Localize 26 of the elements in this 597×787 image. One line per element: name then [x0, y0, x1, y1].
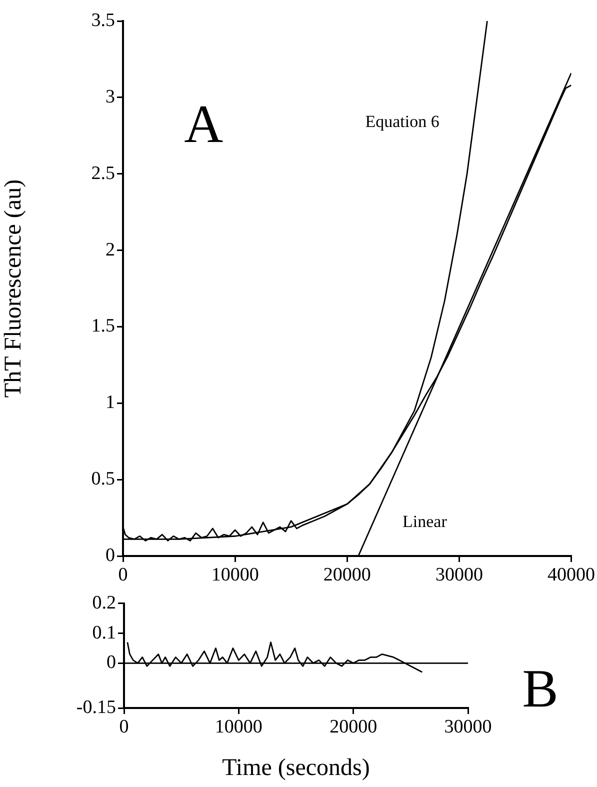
x-tick-label: 10000: [214, 716, 262, 738]
y-tick-label: 1.5: [91, 316, 115, 337]
x-tick-label: 40000: [548, 564, 595, 586]
x-tick-label: 20000: [330, 716, 378, 738]
y-tick-label: 1: [106, 392, 115, 414]
y-tick-label: 0.5: [91, 468, 115, 490]
annotation: Linear: [402, 512, 448, 531]
x-axis-title: Time (seconds): [222, 754, 370, 781]
x-tick-label: 30000: [435, 564, 483, 586]
y-tick-label: 0: [106, 652, 116, 674]
y-tick-label: 3.5: [91, 10, 115, 31]
y-tick-label: 0: [106, 544, 115, 566]
y-tick-label: 0.1: [92, 622, 116, 644]
y-tick-label: 2: [106, 239, 115, 260]
annotation: Equation 6: [365, 112, 440, 132]
y-tick-label: 2.5: [91, 162, 115, 184]
x-tick-label: 0: [119, 716, 129, 738]
y-axis-title: ThT Fluorescence (au): [0, 179, 27, 398]
x-tick-label: 30000: [444, 716, 492, 738]
annotation: A: [184, 94, 224, 154]
y-tick-label: -0.15: [76, 696, 116, 718]
x-tick-label: 10000: [211, 564, 259, 586]
y-tick-label: 0.2: [92, 592, 116, 614]
y-tick-label: 3: [106, 86, 115, 108]
text: B: [522, 658, 558, 718]
x-tick-label: 20000: [323, 564, 371, 586]
